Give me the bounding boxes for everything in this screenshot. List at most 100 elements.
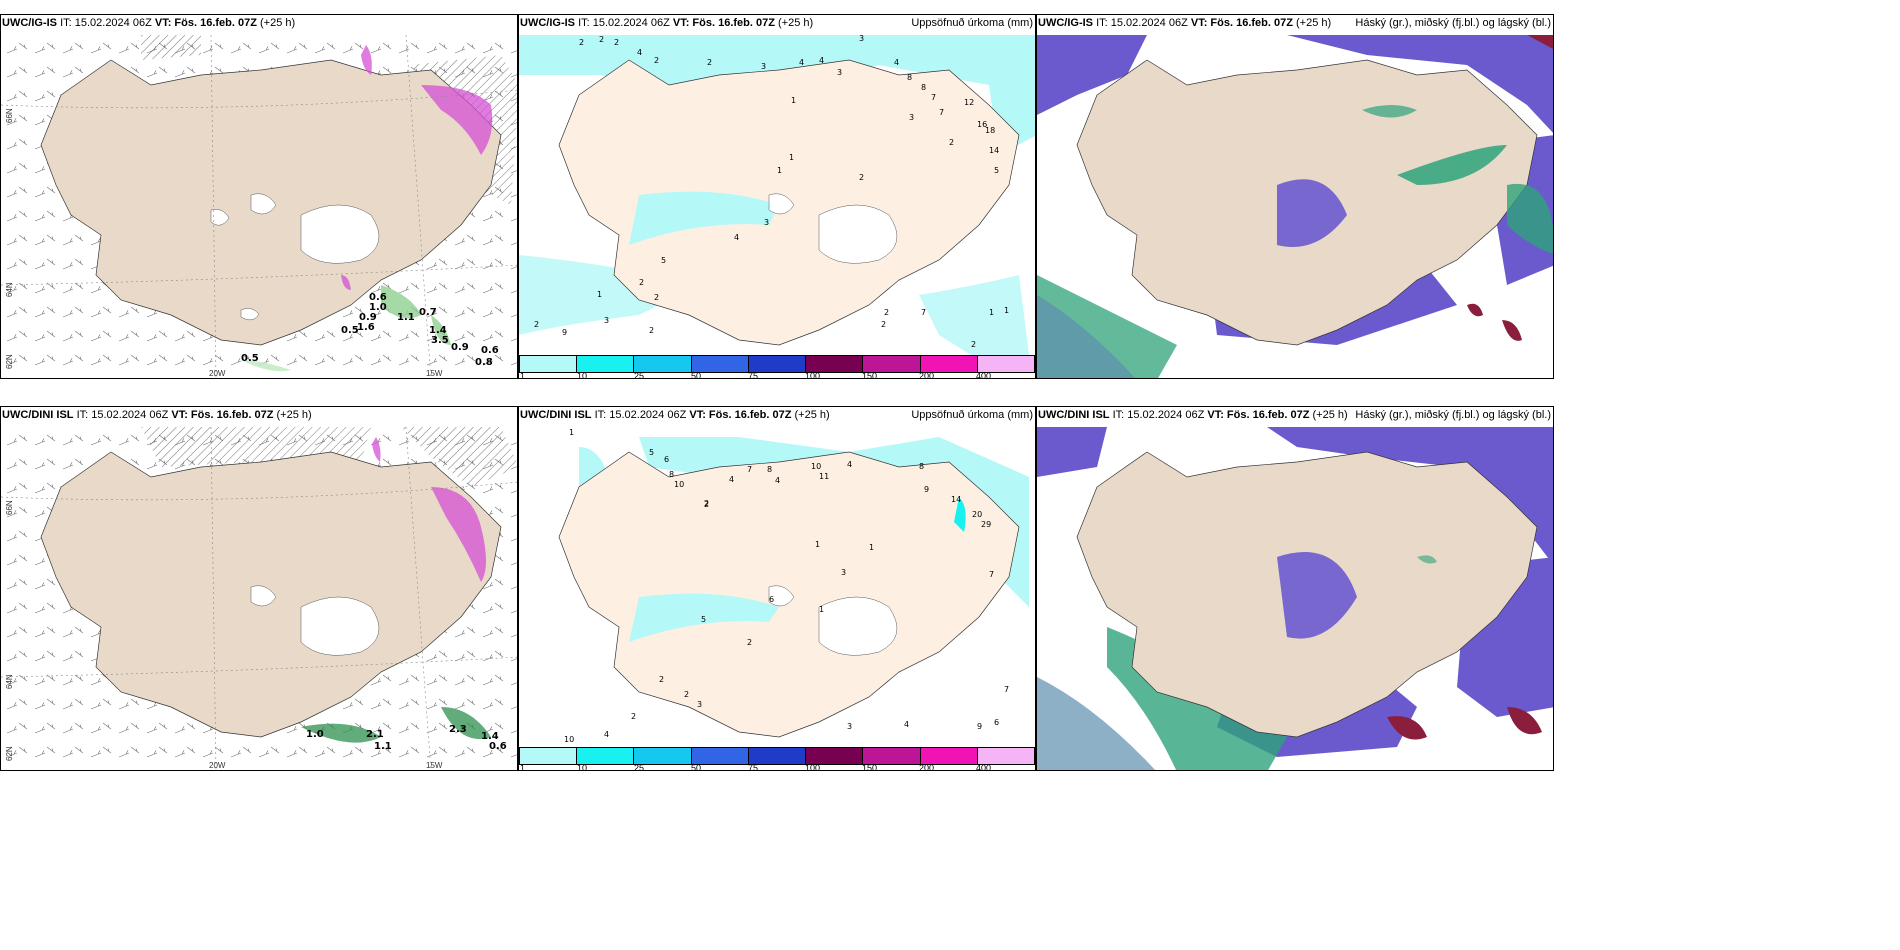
precip-value: 8 (669, 470, 674, 479)
precip-value: 1 (789, 153, 794, 162)
colorbar-seg (520, 748, 578, 764)
colorbar-seg (691, 356, 749, 372)
model-label: UWC/IG-IS (1038, 17, 1093, 29)
precip-value: 14 (951, 495, 961, 504)
colorbar-seg (691, 748, 749, 764)
precip-value: 10 (811, 462, 821, 471)
precip-value: 2 (599, 35, 604, 44)
map-precipitation: 1 5 6 10 8 2 4 7 8 10 11 4 4 8 9 14 20 2… (558, 428, 1029, 744)
precip-value: 29 (981, 520, 991, 529)
precip-value: 2 (654, 56, 659, 65)
colorbar-tick: 10 (577, 371, 588, 379)
precip-value: 9 (924, 485, 929, 494)
colorbar-seg (977, 748, 1034, 764)
colorbar-tick: 25 (634, 371, 645, 379)
precip-value: 3 (764, 218, 769, 227)
wind-value: 1.0 (369, 302, 387, 313)
wind-value: 2.1 (366, 729, 384, 740)
precip-value: 1 (815, 540, 820, 549)
precip-value: 3 (909, 113, 914, 122)
lat-label-62: 62N (5, 354, 14, 369)
precip-value: 3 (604, 316, 609, 325)
precip-value: 6 (664, 455, 669, 464)
precip-value: 3 (761, 62, 766, 71)
map-clouds (1037, 35, 1553, 378)
colorbar-seg (806, 748, 864, 764)
precip-value: 7 (939, 108, 944, 117)
precip-value: 5 (649, 448, 654, 457)
issue-time: IT: 15.02.2024 06Z (60, 17, 152, 29)
lead-time: (+25 h) (1296, 17, 1332, 29)
precip-value: 2 (859, 173, 864, 182)
precip-value: 2 (747, 638, 752, 647)
map-wind-pressure: 1.0 2.1 1.1 2.3 1.4 0.6 (1, 426, 517, 770)
colorbar-seg (577, 356, 635, 372)
precip-value: 2 (971, 340, 976, 349)
precip-value: 5 (661, 256, 666, 265)
precip-value: 8 (767, 465, 772, 474)
model-label: UWC/IG-IS (2, 17, 57, 29)
precip-value: 7 (1004, 685, 1009, 694)
colorbar-tick: 100 (805, 371, 821, 379)
precip-colorbar (519, 355, 1035, 373)
wind-value: 1.1 (374, 741, 392, 752)
colorbar-tick: 1 (520, 371, 526, 379)
precip-value: 7 (931, 93, 936, 102)
colorbar-seg (520, 356, 578, 372)
precip-value: 2 (707, 58, 712, 67)
wind-value: 0.8 (475, 357, 493, 368)
colorbar-seg (634, 748, 692, 764)
panel-bottom-left: UWC/DINI ISL IT: 15.02.2024 06Z VT: Fös.… (0, 406, 518, 771)
precip-colorbar (519, 747, 1035, 765)
wind-value: 2.3 (449, 724, 467, 735)
panel-header: UWC/IG-IS IT: 15.02.2024 06Z VT: Fös. 16… (1038, 17, 1331, 33)
precip-value: 2 (704, 500, 709, 509)
issue-time: IT: 15.02.2024 06Z (578, 17, 670, 29)
issue-time: IT: 15.02.2024 06Z (76, 409, 169, 421)
precip-value: 2 (631, 712, 636, 721)
wind-value: 1.4 (429, 325, 447, 336)
precip-value: 4 (729, 475, 734, 484)
wind-value: 0.5 (241, 353, 259, 364)
precip-value: 7 (989, 570, 994, 579)
precip-value: 2 (649, 326, 654, 335)
wind-value: 0.6 (489, 741, 507, 752)
precip-value: 4 (894, 58, 899, 67)
issue-time: IT: 15.02.2024 06Z (594, 409, 687, 421)
precip-value: 3 (837, 68, 842, 77)
precip-value: 4 (775, 476, 780, 485)
lon-label-20w: 20W (209, 761, 226, 770)
model-label: UWC/DINI ISL (520, 409, 592, 421)
colorbar-tick: 100 (805, 763, 821, 771)
lat-label-64: 64N (5, 282, 14, 297)
valid-time: VT: Fös. 16.feb. 07Z (1207, 409, 1310, 421)
panel-header: UWC/IG-IS IT: 15.02.2024 06Z VT: Fös. 16… (520, 17, 813, 33)
lead-time: (+25 h) (1312, 409, 1348, 421)
panel-top-right: UWC/IG-IS IT: 15.02.2024 06Z VT: Fös. 16… (1036, 14, 1554, 379)
wind-value: 0.7 (419, 307, 437, 318)
precip-value: 4 (847, 460, 852, 469)
panel-title-right: Uppsöfnuð úrkoma (mm) (911, 409, 1033, 421)
precip-value: 1 (869, 543, 874, 552)
panel-title-right: Háský (gr.), miðský (fj.bl.) og lágský (… (1355, 409, 1551, 421)
colorbar-tick: 200 (919, 371, 935, 379)
colorbar-tick: 25 (634, 763, 645, 771)
valid-time: VT: Fös. 16.feb. 07Z (672, 17, 775, 29)
panel-header: UWC/DINI ISL IT: 15.02.2024 06Z VT: Fös.… (2, 409, 312, 425)
precip-value: 1 (1004, 306, 1009, 315)
colorbar-tick: 75 (748, 371, 759, 379)
precip-value: 7 (747, 465, 752, 474)
colorbar-tick-labels: 1 10 25 50 75 100 150 200 400 (519, 371, 1035, 379)
precip-value: 1 (989, 308, 994, 317)
precip-value: 4 (637, 48, 642, 57)
valid-time: VT: Fös. 16.feb. 07Z (171, 409, 274, 421)
precip-value: 2 (881, 320, 886, 329)
colorbar-seg (920, 356, 978, 372)
precip-value: 3 (697, 700, 702, 709)
precip-value: 2 (654, 293, 659, 302)
precip-value: 3 (841, 568, 846, 577)
lon-label-15w: 15W (426, 369, 443, 378)
precip-value: 2 (639, 278, 644, 287)
panel-top-middle: UWC/IG-IS IT: 15.02.2024 06Z VT: Fös. 16… (518, 14, 1036, 379)
precip-value: 3 (859, 34, 864, 43)
